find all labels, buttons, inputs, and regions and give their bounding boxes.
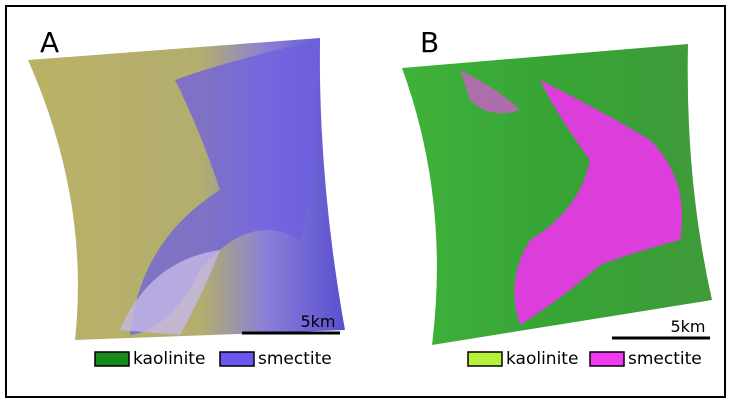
image-a bbox=[28, 38, 345, 340]
scale-label: 5km bbox=[670, 317, 705, 336]
legend-swatch bbox=[468, 352, 502, 366]
panel-label: A bbox=[40, 26, 59, 59]
legends: kaolinite smectite kaolinite smectite bbox=[95, 349, 702, 369]
panel-label: B bbox=[420, 26, 439, 59]
legend-swatch bbox=[220, 352, 254, 366]
image-b bbox=[402, 44, 712, 345]
legend-label: smectite bbox=[628, 349, 702, 369]
figure: A B 5km 5km kaolinite smectite kaolinite sm… bbox=[0, 0, 731, 402]
legend-swatch bbox=[590, 352, 624, 366]
legend-label: smectite bbox=[258, 349, 332, 369]
legend-swatch bbox=[95, 352, 129, 366]
scale-label: 5km bbox=[300, 312, 335, 331]
legend-label: kaolinite bbox=[133, 349, 205, 369]
legend-label: kaolinite bbox=[506, 349, 578, 369]
